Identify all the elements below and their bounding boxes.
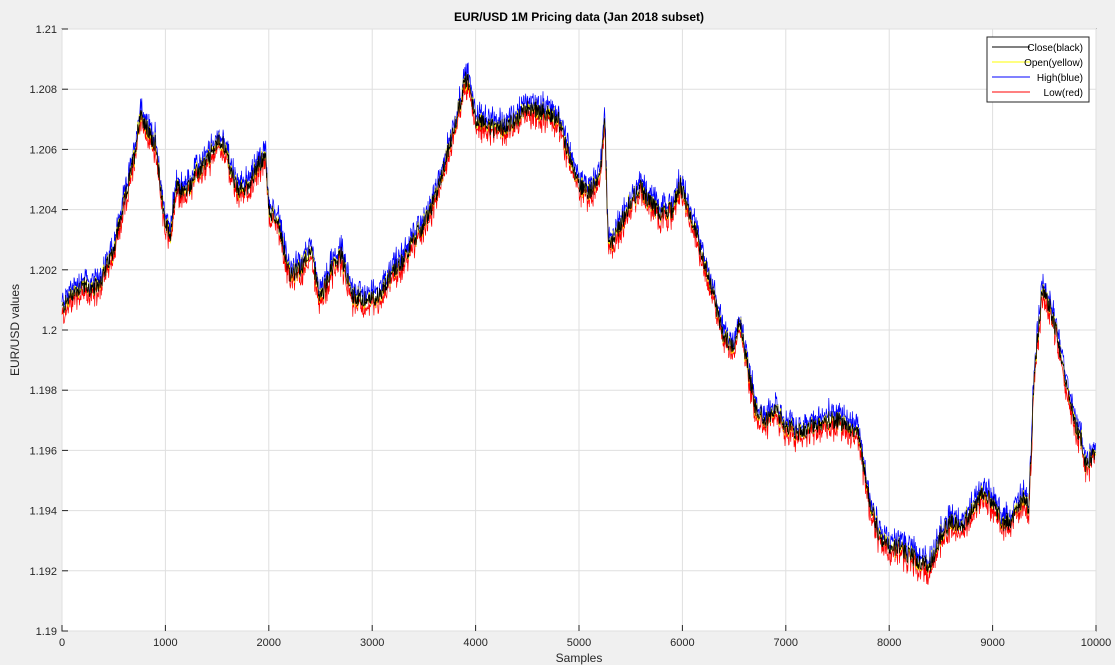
x-tick-label: 3000: [360, 637, 384, 649]
x-tick-label: 7000: [774, 637, 798, 649]
legend-box: [986, 36, 1090, 103]
legend-entry: Low(red): [1044, 88, 1083, 99]
x-tick-label: 4000: [463, 637, 487, 649]
y-axis-label: EUR/USD values: [8, 284, 22, 376]
series-layer: [61, 62, 1096, 585]
x-tick-label: 1000: [153, 637, 177, 649]
y-tick-label: 1.196: [29, 445, 57, 457]
legend-entry: Open(yellow): [1024, 58, 1083, 69]
x-tick-label: 0: [59, 637, 65, 649]
chart-title: EUR/USD 1M Pricing data (Jan 2018 subset…: [454, 10, 704, 24]
grid: [61, 28, 1097, 632]
tick-labels: 0 1000 2000 3000 4000 5000 6000 7000 8000 9000 100…: [29, 24, 1111, 649]
y-tick-label: 1.192: [29, 566, 57, 578]
x-tick-label: 2000: [257, 637, 281, 649]
y-tick-label: 1.206: [29, 144, 57, 156]
y-tick-label: 1.208: [29, 84, 57, 96]
y-tick-label: 1.194: [29, 506, 57, 518]
y-tick-label: 1.2: [42, 325, 57, 337]
legend: Close(black) Open(yellow) High(blue) Low(re…: [986, 36, 1090, 103]
series-line-0: [61, 71, 1096, 573]
y-tick-label: 1.19: [36, 626, 57, 638]
x-tick-label: 5000: [567, 637, 591, 649]
legend-entry: Close(black): [1027, 43, 1083, 54]
x-tick-label: 8000: [877, 637, 901, 649]
x-tick-label: 6000: [670, 637, 694, 649]
y-tick-label: 1.198: [29, 385, 57, 397]
series-line-3: [61, 79, 1096, 585]
legend-entry: High(blue): [1037, 73, 1083, 84]
y-tick-label: 1.204: [29, 205, 57, 217]
x-tick-label: 9000: [980, 637, 1004, 649]
y-tick-label: 1.21: [36, 24, 57, 36]
y-tick-label: 1.202: [29, 265, 57, 277]
x-tick-label: 10000: [1081, 637, 1112, 649]
x-axis-label: Samples: [556, 651, 603, 665]
